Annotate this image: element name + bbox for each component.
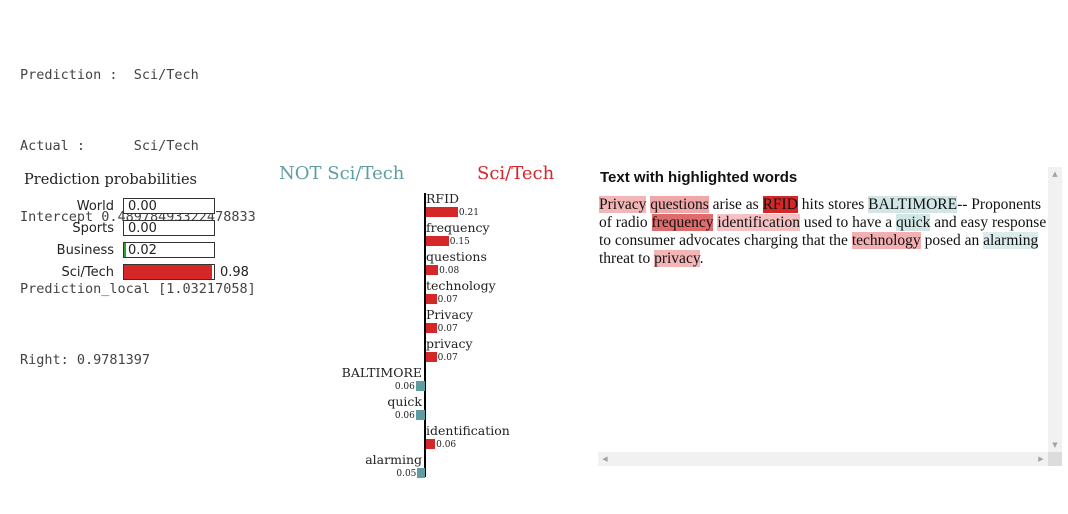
text-segment: and easy response to consumer advocates …: [599, 214, 1047, 249]
feature-row: questions 0.08: [260, 250, 600, 279]
probability-value: 0.98: [220, 265, 249, 280]
feature-value: 0.08: [439, 266, 460, 276]
feature-row: BALTIMORE 0.06: [260, 366, 600, 395]
feature-row: privacy 0.07: [260, 337, 600, 366]
probability-bar: 0.00: [123, 220, 215, 236]
text-segment: .: [699, 250, 704, 267]
highlighted-word: technology: [851, 232, 921, 249]
feature-name: frequency: [426, 220, 490, 235]
feature-value: 0.07: [437, 324, 458, 334]
feature-value: 0.06: [394, 411, 415, 421]
highlighted-word: questions: [650, 196, 709, 213]
feature-value: 0.06: [394, 382, 415, 392]
probability-label: World: [76, 199, 114, 214]
feature-name: quick: [387, 394, 422, 409]
feature-row: identification 0.06: [260, 424, 600, 453]
feature-name: BALTIMORE: [341, 365, 422, 380]
probability-value: 0.00: [128, 221, 157, 236]
probabilities-title: Prediction probabilities: [24, 172, 198, 188]
probability-bar: [123, 264, 215, 280]
horizontal-scrollbar[interactable]: ◀ ▶: [598, 452, 1048, 466]
feature-bar: [426, 439, 436, 449]
probability-label: Sci/Tech: [61, 265, 114, 280]
feature-value: 0.05: [396, 469, 417, 479]
feature-name: questions: [426, 249, 487, 264]
feature-row: alarming 0.05: [260, 453, 600, 482]
feature-row: RFID 0.21: [260, 192, 600, 221]
probability-row: Business 0.02: [24, 240, 215, 262]
feature-bar: [426, 207, 458, 217]
probabilities-list: World 0.00 Sports 0.00 Business 0.02 Sci/Tech 0…: [24, 196, 249, 284]
explanation-chart: NOT Sci/Tech Sci/Tech RFID 0.21 frequency 0…: [260, 160, 600, 490]
text-segment: threat to: [599, 250, 655, 267]
feature-value: 0.21: [458, 208, 479, 218]
highlighted-text-body: Privacy questions arise as RFID hits sto…: [599, 196, 1047, 268]
vertical-scrollbar[interactable]: ▲ ▼: [1048, 167, 1062, 452]
console-line: Prediction_local [1.03217058]: [20, 280, 256, 297]
feature-row: frequency 0.15: [260, 221, 600, 250]
chart-axis: [424, 193, 426, 477]
highlighted-word: frequency: [651, 214, 714, 231]
highlighted-word: identification: [717, 214, 800, 231]
scroll-up-icon[interactable]: ▲: [1052, 170, 1058, 178]
feature-name: Privacy: [426, 307, 473, 322]
feature-value: 0.07: [437, 295, 458, 305]
scrollbar-corner: [1048, 452, 1062, 466]
feature-bar: [426, 265, 439, 275]
feature-row: quick 0.06: [260, 395, 600, 424]
probability-row: Sports 0.00: [24, 218, 215, 240]
text-segment: -- Proponents of radio: [599, 196, 1042, 231]
feature-name: identification: [426, 423, 510, 438]
text-segment: hits stores: [797, 196, 869, 213]
feature-name: RFID: [426, 191, 460, 206]
scroll-down-icon[interactable]: ▼: [1052, 441, 1058, 449]
probability-label: Sports: [72, 221, 114, 236]
console-line: Actual : Sci/Tech: [20, 137, 199, 154]
highlighted-word: Privacy: [599, 196, 647, 213]
feature-row: technology 0.07: [260, 279, 600, 308]
feature-name: technology: [426, 278, 496, 293]
probability-value: 0.02: [128, 243, 157, 258]
highlighted-text-panel[interactable]: Text with highlighted words Privacy ques…: [598, 167, 1062, 466]
probability-fill: [124, 265, 213, 279]
feature-bar: [426, 323, 437, 333]
positive-class-label: Sci/Tech: [477, 163, 555, 184]
highlighted-word: privacy: [654, 250, 700, 267]
text-segment: posed an: [920, 232, 984, 249]
probability-label: Business: [56, 243, 114, 258]
highlighted-word: RFID: [762, 196, 798, 213]
highlighted-word: alarming: [983, 232, 1039, 249]
feature-bar: [417, 468, 425, 478]
probability-row: Sci/Tech 0.98: [24, 262, 249, 284]
feature-bar: [426, 294, 437, 304]
feature-bar: [426, 236, 449, 246]
highlighted-text-title: Text with highlighted words: [600, 169, 798, 186]
feature-bar: [415, 410, 425, 420]
feature-bar: [415, 381, 425, 391]
text-segment: arise as: [708, 196, 763, 213]
negative-class-label: NOT Sci/Tech: [279, 163, 405, 184]
feature-row: Privacy 0.07: [260, 308, 600, 337]
feature-value: 0.07: [437, 353, 458, 363]
console-line: Right: 0.9781397: [20, 352, 151, 369]
feature-name: alarming: [365, 452, 422, 467]
feature-value: 0.15: [449, 237, 470, 247]
probability-value: 0.00: [128, 199, 157, 214]
scroll-right-icon[interactable]: ▶: [1038, 455, 1044, 463]
prediction-probabilities: Prediction probabilities World 0.00 Sports…: [24, 172, 249, 284]
probability-fill: [124, 243, 126, 257]
console-line: Prediction : Sci/Tech: [20, 66, 199, 83]
scroll-left-icon[interactable]: ◀: [602, 455, 608, 463]
text-segment: used to have a: [800, 214, 896, 231]
probability-bar: 0.02: [123, 242, 215, 258]
highlighted-word: quick: [895, 214, 931, 231]
probability-row: World 0.00: [24, 196, 215, 218]
feature-bar: [426, 352, 437, 362]
feature-name: privacy: [426, 336, 473, 351]
probability-bar: 0.00: [123, 198, 215, 214]
highlighted-word: BALTIMORE: [868, 196, 958, 213]
feature-value: 0.06: [436, 440, 457, 450]
